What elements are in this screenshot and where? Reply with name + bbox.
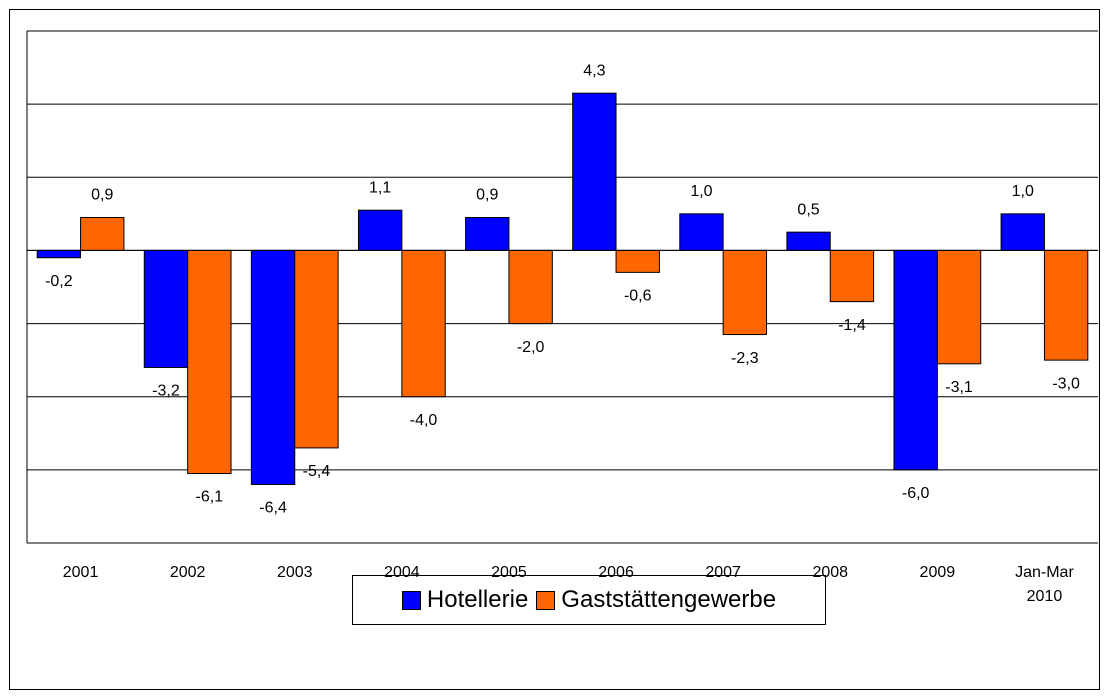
legend-label: Hotellerie: [426, 586, 529, 613]
x-tick-label: Jan-Mar 2010: [1015, 564, 1074, 605]
value-label: -6,1: [196, 489, 224, 506]
x-tick-label: 2009: [919, 564, 956, 581]
value-label: 1,0: [690, 183, 712, 200]
bar: [893, 249, 938, 471]
value-label: 0,9: [476, 187, 498, 204]
x-tick-label: 2006: [598, 564, 634, 581]
bar: [936, 249, 982, 365]
bar: [187, 249, 232, 475]
x-tick-label: 2004: [384, 564, 420, 581]
x-tick-label: 2003: [276, 564, 313, 581]
value-label: 0,9: [91, 187, 113, 204]
value-label: -2,3: [731, 350, 759, 367]
bar: [679, 213, 724, 251]
value-label: 1,0: [1012, 183, 1034, 200]
bar: [401, 249, 446, 398]
bar: [465, 217, 510, 251]
legend: Hotellerie Gaststättengewerbe: [352, 575, 826, 625]
value-label: -3,0: [1052, 375, 1080, 392]
value-label: 0,5: [797, 201, 819, 218]
value-label: -6,0: [902, 485, 930, 502]
x-tick-label: 2007: [705, 564, 741, 581]
value-label: -3,1: [945, 379, 973, 396]
bar: [250, 249, 296, 485]
x-tick-label: 2008: [812, 564, 849, 581]
chart-frame: [9, 9, 1100, 690]
bar: [294, 249, 339, 449]
value-label: 4,3: [583, 62, 605, 79]
bar: [80, 217, 125, 251]
x-tick-label: 2002: [169, 564, 206, 581]
bar: [143, 249, 189, 368]
bar: [572, 92, 617, 251]
bar: [1000, 213, 1045, 251]
legend-swatch: [401, 590, 421, 610]
value-label: 1,1: [369, 179, 391, 196]
legend-swatch: [536, 590, 556, 610]
value-label: -1,4: [838, 317, 866, 334]
x-tick-label: 2001: [62, 564, 99, 581]
legend-item: Hotellerie: [401, 586, 529, 614]
bar: [615, 249, 660, 273]
bar: [1043, 249, 1089, 361]
bar: [508, 249, 553, 325]
bar: [786, 231, 831, 251]
legend-item: Gaststättengewerbe: [536, 586, 776, 614]
value-label: -4,0: [410, 412, 438, 429]
x-tick-label: 2005: [491, 564, 527, 581]
value-label: -3,2: [152, 383, 180, 400]
legend-label: Gaststättengewerbe: [561, 586, 777, 613]
bar: [36, 249, 82, 259]
bar: [829, 249, 875, 303]
bar: [722, 249, 768, 336]
value-label: -6,4: [259, 500, 287, 517]
value-label: -0,6: [624, 288, 652, 305]
value-label: -5,4: [303, 463, 331, 480]
value-label: -2,0: [517, 339, 545, 356]
bar: [357, 209, 403, 251]
value-label: -0,2: [45, 273, 73, 290]
